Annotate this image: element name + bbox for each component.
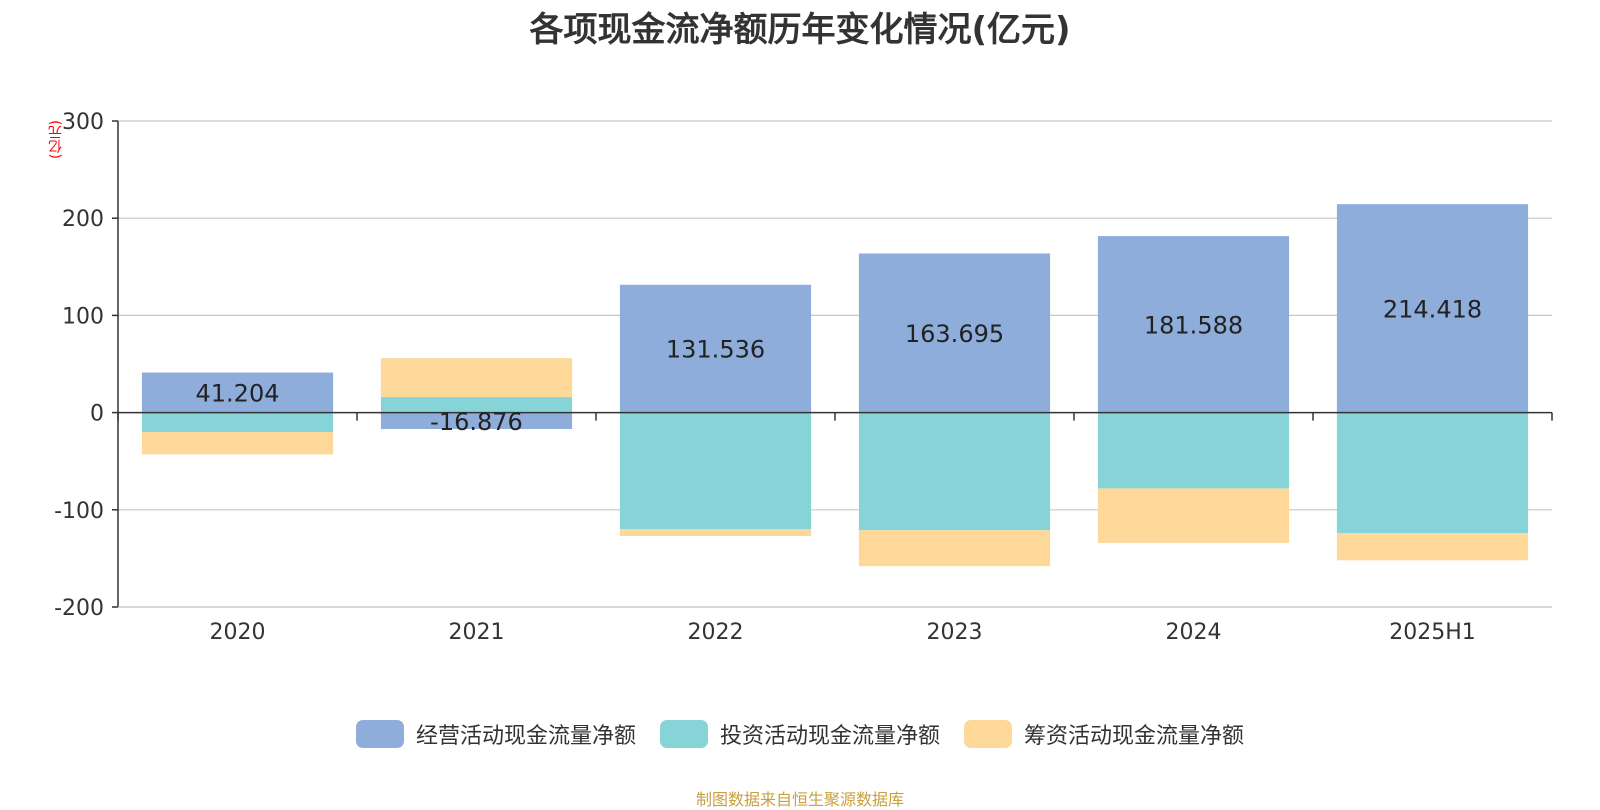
legend-item-operating[interactable]: 经营活动现金流量净额: [355, 718, 636, 750]
bar-investing-2020: [141, 412, 334, 433]
x-tick-label: 2021: [449, 620, 505, 645]
data-label: -16.876: [430, 408, 523, 436]
data-source-note: 制图数据来自恒生聚源数据库: [695, 790, 904, 809]
bar-financing-2023: [858, 530, 1051, 567]
bar-operating-2025H1: [1336, 204, 1529, 413]
x-tick-label: 2023: [927, 620, 983, 645]
bar-operating-2022: [619, 284, 812, 413]
bar-operating-2020: [141, 372, 334, 413]
legend-item-financing[interactable]: 筹资活动现金流量净额: [964, 718, 1244, 750]
y-tick-label: 0: [90, 402, 104, 427]
legend-item-investing[interactable]: 投资活动现金流量净额: [659, 718, 940, 750]
legend-swatch-investing: [659, 720, 708, 748]
y-tick-label: 200: [62, 207, 104, 232]
data-label: 163.695: [905, 320, 1004, 348]
legend-swatch-financing: [964, 720, 1012, 748]
x-tick-label: 2025H1: [1389, 620, 1476, 645]
bar-financing-2022: [619, 529, 812, 537]
bar-operating-2021: [380, 412, 573, 430]
legend: 经营活动现金流量净额 投资活动现金流量净额 筹资活动现金流量净额: [0, 718, 1600, 750]
y-tick-label: 100: [62, 304, 104, 329]
bar-operating-2024: [1097, 236, 1290, 413]
data-label: 131.536: [666, 336, 765, 364]
bar-investing-2025H1: [1336, 412, 1529, 534]
data-label: 214.418: [1383, 295, 1482, 323]
bar-investing-2021: [380, 397, 573, 413]
legend-swatch-operating: [355, 720, 404, 748]
bar-investing-2022: [619, 412, 812, 530]
bar-operating-2023: [858, 253, 1051, 413]
y-tick-label: -200: [54, 596, 104, 621]
data-label: 181.588: [1144, 311, 1243, 339]
x-tick-label: 2020: [210, 620, 266, 645]
bar-financing-2025H1: [1336, 533, 1529, 561]
x-tick-label: 2022: [688, 620, 744, 645]
bar-investing-2024: [1097, 412, 1290, 489]
bar-financing-2020: [141, 432, 334, 455]
x-tick-label: 2024: [1166, 620, 1222, 645]
bar-investing-2023: [858, 412, 1051, 531]
data-label: 41.204: [196, 380, 280, 408]
bar-financing-2021: [380, 358, 573, 398]
legend-label-investing: 投资活动现金流量净额: [719, 724, 940, 749]
legend-label-operating: 经营活动现金流量净额: [415, 724, 636, 749]
chart-title: 各项现金流净额历年变化情况(亿元): [529, 10, 1071, 50]
legend-label-financing: 筹资活动现金流量净额: [1024, 724, 1245, 749]
y-tick-label: -100: [54, 499, 104, 524]
y-tick-label: 300: [62, 110, 104, 135]
bar-financing-2024: [1097, 488, 1290, 543]
